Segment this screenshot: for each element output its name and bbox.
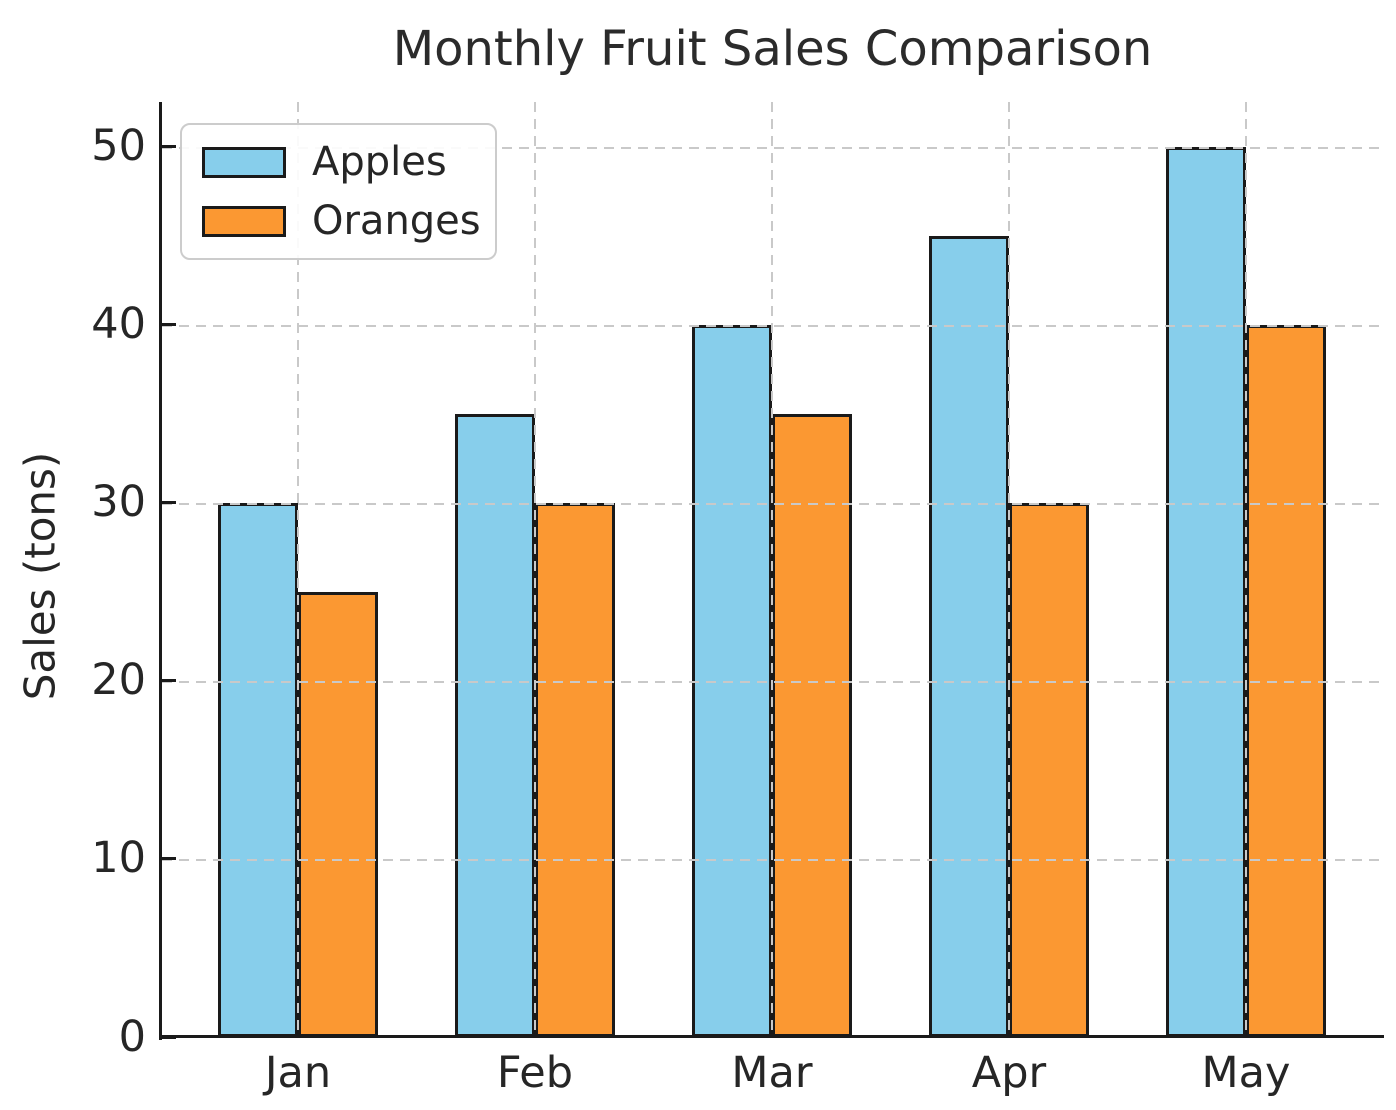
bar-oranges-feb — [535, 503, 615, 1037]
y-tick-label-0: 0 — [118, 1012, 146, 1062]
x-tick-label-jan: Jan — [264, 1048, 332, 1098]
legend-item-apples: Apples — [202, 140, 475, 184]
x-tick-label-apr: Apr — [971, 1048, 1047, 1098]
y-tick-label-40: 40 — [91, 299, 146, 349]
bar-apples-apr — [929, 236, 1009, 1037]
gridline-v-mar — [771, 102, 773, 1037]
x-tick-label-mar: Mar — [731, 1048, 813, 1098]
bar-apples-may — [1166, 147, 1246, 1037]
y-tick-mark-30 — [162, 501, 176, 504]
x-axis-spine — [159, 1035, 1384, 1038]
bar-apples-jan — [218, 503, 298, 1037]
y-tick-label-20: 20 — [91, 655, 146, 705]
bar-oranges-jan — [298, 592, 378, 1037]
gridline-v-apr — [1008, 102, 1010, 1037]
gridline-v-may — [1245, 102, 1247, 1037]
gridline-v-feb — [534, 102, 536, 1037]
x-tick-label-may: May — [1201, 1048, 1291, 1098]
y-axis-spine — [159, 102, 162, 1040]
bar-apples-feb — [455, 414, 535, 1037]
x-tick-label-feb: Feb — [496, 1048, 574, 1098]
legend-item-oranges: Oranges — [202, 199, 481, 243]
y-tick-mark-20 — [162, 679, 176, 682]
y-tick-label-50: 50 — [91, 121, 146, 171]
gridline-v-jan — [297, 102, 299, 1037]
y-tick-mark-40 — [162, 323, 176, 326]
legend-label-apples: Apples — [312, 139, 447, 185]
y-tick-mark-10 — [162, 857, 176, 860]
y-tick-mark-0 — [162, 1036, 176, 1039]
apples-swatch — [202, 146, 286, 178]
y-tick-mark-50 — [162, 145, 176, 148]
plot-area: Apples Oranges — [162, 102, 1383, 1037]
y-tick-label-10: 10 — [91, 833, 146, 883]
oranges-swatch — [202, 205, 286, 237]
bar-oranges-apr — [1009, 503, 1089, 1037]
y-tick-label-30: 30 — [91, 477, 146, 527]
bar-oranges-mar — [772, 414, 852, 1037]
chart-title: Monthly Fruit Sales Comparison — [392, 21, 1153, 77]
legend-label-oranges: Oranges — [312, 198, 481, 244]
legend: Apples Oranges — [180, 123, 497, 260]
